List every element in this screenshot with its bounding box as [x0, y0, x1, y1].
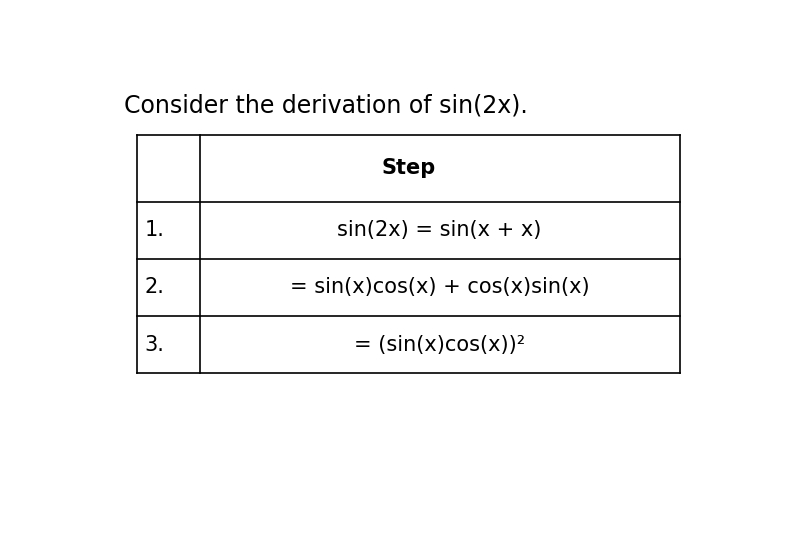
Text: Step: Step	[382, 159, 435, 178]
Text: 1.: 1.	[145, 220, 165, 240]
Text: = (sin(x)cos(x))²: = (sin(x)cos(x))²	[354, 335, 526, 354]
Text: sin(2x) = sin(x + x): sin(2x) = sin(x + x)	[338, 220, 542, 240]
Text: = sin(x)cos(x) + cos(x)sin(x): = sin(x)cos(x) + cos(x)sin(x)	[290, 277, 590, 298]
Text: 3.: 3.	[145, 335, 165, 354]
Text: 2.: 2.	[145, 277, 165, 298]
Text: Consider the derivation of sin(2x).: Consider the derivation of sin(2x).	[123, 93, 527, 117]
